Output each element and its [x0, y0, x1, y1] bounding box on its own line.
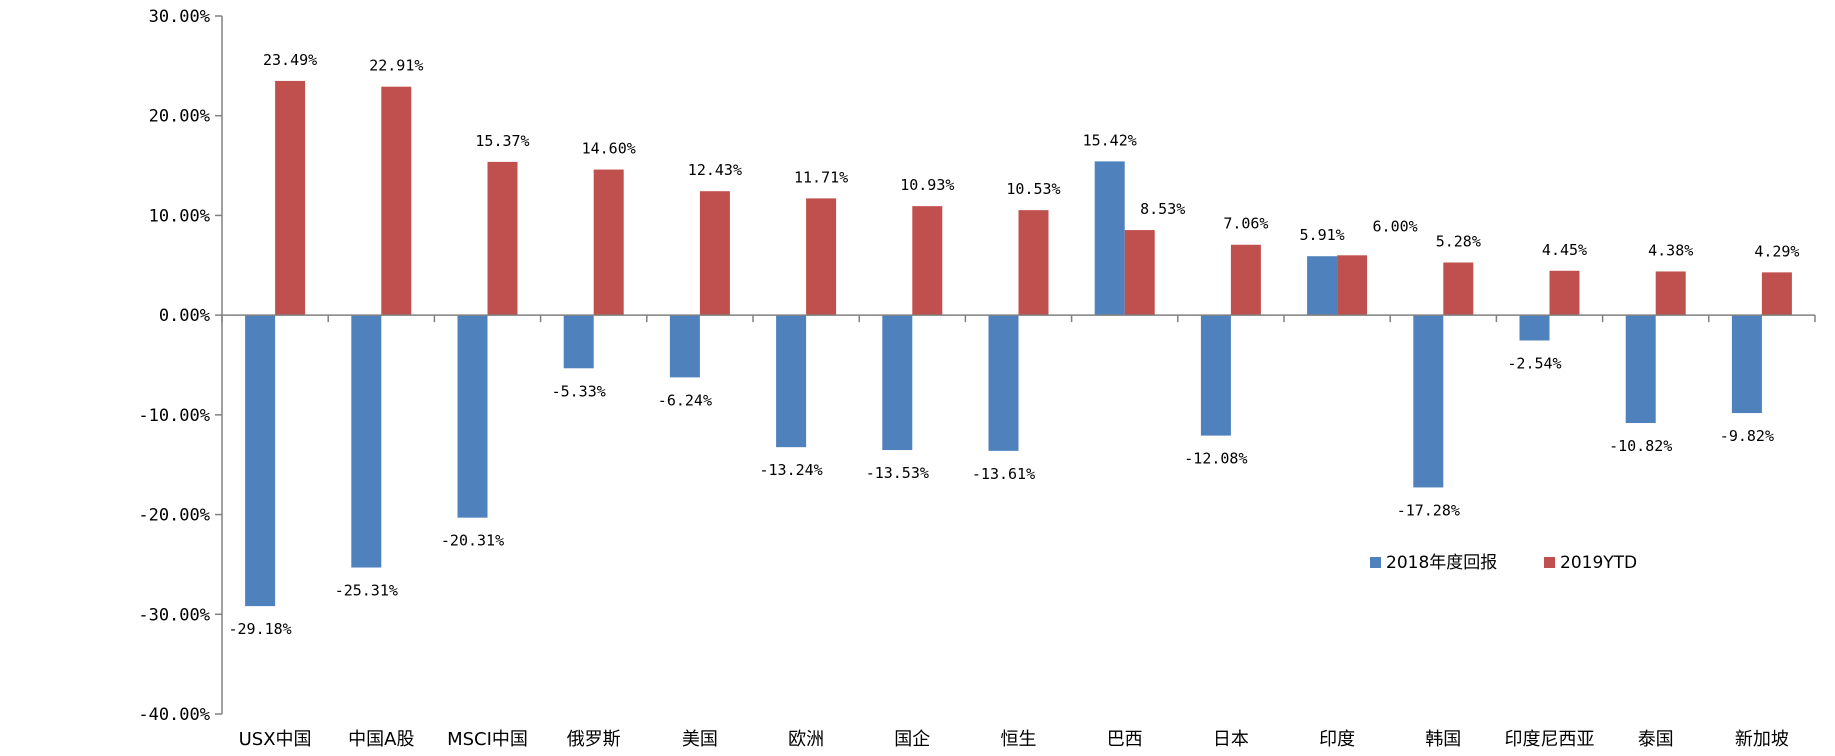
data-label: -5.33%	[552, 382, 606, 400]
data-label: 10.53%	[1006, 180, 1060, 198]
bar-2019ytd	[381, 86, 412, 316]
data-label: 15.37%	[475, 132, 529, 150]
bar-2019ytd	[275, 80, 306, 316]
data-label: -10.82%	[1609, 437, 1672, 455]
y-tick-label: -40.00%	[138, 705, 210, 725]
y-tick-label: 20.00%	[149, 107, 210, 127]
data-label: 12.43%	[688, 161, 742, 179]
bars	[245, 80, 1792, 607]
y-tick-label: 0.00%	[159, 306, 210, 326]
data-label: -17.28%	[1397, 501, 1460, 519]
x-category-label: 日本	[1213, 729, 1249, 750]
x-category-label: 巴西	[1107, 729, 1143, 750]
x-category-label: USX中国	[239, 729, 312, 750]
data-label: 23.49%	[263, 51, 317, 69]
data-label: -12.08%	[1184, 450, 1247, 468]
bar-2019ytd	[1337, 255, 1368, 316]
y-tick-label: -20.00%	[138, 506, 210, 526]
data-label: 4.45%	[1542, 241, 1587, 259]
data-label: 15.42%	[1083, 131, 1137, 149]
bar-2019ytd	[699, 191, 730, 316]
bar-2018	[1094, 161, 1125, 316]
x-category-label: 欧洲	[788, 729, 824, 750]
data-label: 5.91%	[1300, 226, 1345, 244]
x-category-label: 美国	[682, 729, 718, 750]
x-category-label: 俄罗斯	[567, 729, 621, 750]
bar-2018	[1625, 315, 1656, 424]
bar-2018	[351, 315, 382, 568]
data-label: 22.91%	[369, 57, 423, 75]
data-label: -13.61%	[972, 465, 1035, 483]
legend-label: 2018年度回报	[1386, 553, 1497, 573]
data-label: -25.31%	[335, 582, 398, 600]
bar-2018	[1307, 256, 1338, 316]
x-category-label: 韩国	[1425, 729, 1461, 750]
data-label: -6.24%	[658, 391, 712, 409]
bar-2018	[1200, 315, 1231, 436]
legend-swatch	[1370, 557, 1381, 568]
data-label: 10.93%	[900, 176, 954, 194]
data-label: -13.53%	[866, 464, 929, 482]
data-label: -2.54%	[1507, 354, 1561, 372]
x-category-label: 印度	[1319, 729, 1355, 750]
bar-2019ytd	[806, 198, 837, 316]
data-label: 5.28%	[1436, 232, 1481, 250]
bar-2018	[563, 315, 594, 369]
data-label: 14.60%	[582, 140, 636, 158]
bar-2019ytd	[1655, 271, 1686, 316]
x-category-label: MSCI中国	[447, 729, 528, 750]
y-axis: 30.00% 20.00% 10.00% 0.00% -10.00% -20.00% -30…	[138, 7, 223, 725]
bar-2018	[669, 315, 700, 378]
data-label: -9.82%	[1720, 427, 1774, 445]
legend-label: 2019YTD	[1560, 553, 1637, 573]
bar-2018	[245, 315, 276, 607]
bar-2018	[1519, 315, 1550, 341]
data-labels: -29.18% 23.49% -25.31% 22.91% -20.31% 15.37% -…	[228, 51, 1799, 638]
bar-2018	[882, 315, 913, 451]
data-label: -20.31%	[441, 532, 504, 550]
bar-2019ytd	[593, 169, 624, 316]
bar-2019ytd	[1761, 272, 1792, 316]
bar-2019ytd	[1549, 270, 1580, 316]
data-label: -29.18%	[228, 620, 291, 638]
x-axis: USX中国 中国A股 MSCI中国 俄罗斯 美国 欧洲 国企 恒生 巴西 日本 印度 韩国 印度尼西亚 泰…	[221, 314, 1816, 750]
x-category-label: 国企	[894, 729, 930, 750]
bar-2019ytd	[1443, 262, 1474, 316]
data-label: 7.06%	[1223, 215, 1268, 233]
y-tick-label: -10.00%	[138, 406, 210, 426]
bar-2019ytd	[1124, 230, 1155, 316]
y-tick-label: 10.00%	[149, 206, 210, 226]
bar-2019ytd	[1018, 210, 1049, 316]
bar-2018	[988, 315, 1019, 451]
x-category-label: 恒生	[1001, 729, 1037, 750]
y-tick-label: -30.00%	[138, 605, 210, 625]
x-category-label: 中国A股	[348, 729, 414, 750]
data-label: 4.29%	[1754, 242, 1799, 260]
legend: 2018年度回报 2019YTD	[1370, 553, 1637, 573]
y-tick-label: 30.00%	[149, 7, 210, 27]
x-category-label: 新加坡	[1735, 729, 1789, 750]
bar-2019ytd	[912, 206, 943, 316]
x-category-label: 泰国	[1638, 729, 1674, 750]
legend-swatch	[1544, 557, 1555, 568]
data-label: 11.71%	[794, 168, 848, 186]
bar-2019ytd	[487, 161, 518, 316]
data-label: 4.38%	[1648, 241, 1693, 259]
bar-2018	[776, 315, 807, 448]
data-label: 8.53%	[1140, 200, 1185, 218]
data-label: 6.00%	[1373, 217, 1418, 235]
bar-2018	[457, 315, 488, 518]
x-category-label: 印度尼西亚	[1505, 729, 1595, 750]
bar-2018	[1731, 315, 1762, 414]
data-label: -13.24%	[759, 461, 822, 479]
bar-2019ytd	[1230, 244, 1261, 316]
bar-2018	[1413, 315, 1444, 488]
